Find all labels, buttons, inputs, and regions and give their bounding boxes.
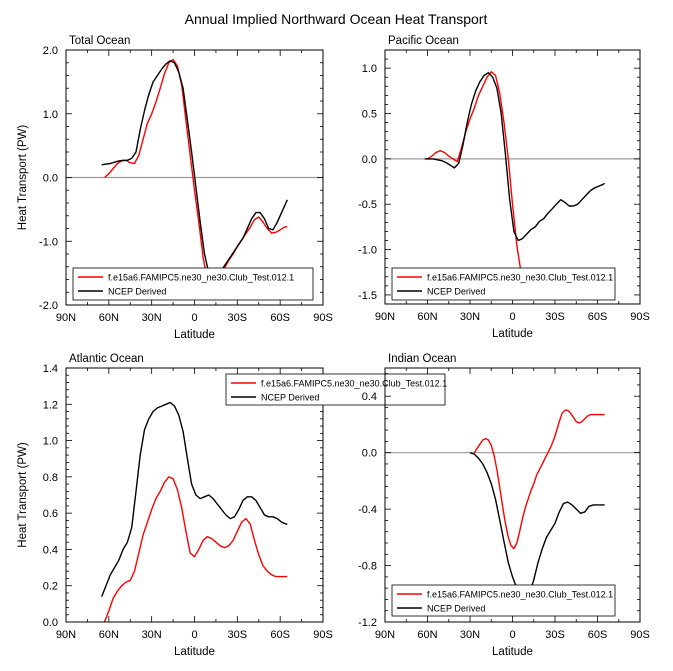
panel-top-right: 90N 60N 30N 0 30S 60S 90S -1.5 -1.0 -0.5 0.0 0.5 1.0… xyxy=(358,35,650,340)
y-tick-label: -2.0 xyxy=(39,300,58,312)
y-tick-label: 0.4 xyxy=(43,544,58,556)
panel-subtitle: Indian Ocean xyxy=(388,353,456,365)
y-tick-label: -1.0 xyxy=(39,236,58,248)
x-tick-label: 30N xyxy=(460,629,480,641)
y-tick-label: -1.5 xyxy=(358,290,377,302)
x-tick-label: 90S xyxy=(313,312,333,324)
x-tick-label: 60S xyxy=(588,629,608,641)
y-tick-label: 0.4 xyxy=(362,391,377,403)
y-tick-label: 0.6 xyxy=(43,508,58,520)
y-tick-label: 1.2 xyxy=(43,399,58,411)
ncep-series-line xyxy=(469,452,605,601)
x-tick-label: 60N xyxy=(99,629,119,641)
x-tick-label: 0 xyxy=(509,311,515,323)
panel-bottom-right: 90N 60N 30N 0 30S 60S 90S -1.2 -0.8 -0.4 0.0 0.4 Ind… xyxy=(358,353,650,658)
panel-subtitle: Total Ocean xyxy=(69,35,130,47)
x-tick-label: 90N xyxy=(375,311,395,323)
x-tick-label: 30S xyxy=(545,629,565,641)
x-tick-label: 0 xyxy=(191,312,197,324)
ncep-series-line xyxy=(101,60,288,281)
y-tick-label: 0.0 xyxy=(362,154,377,166)
y-tick-label: -1.2 xyxy=(358,617,377,629)
panel-bottom-left: 90N 60N 30N 0 30S 60S 90S 0.0 0.2 0.4 0.6 0.8 1.0 1.2… xyxy=(17,353,447,658)
plot-frame xyxy=(384,367,641,623)
legend-entry-label: NCEP Derived xyxy=(108,287,166,297)
model-series-line xyxy=(427,71,605,298)
x-axis-label: Latitude xyxy=(492,646,533,658)
x-tick-label: 90S xyxy=(630,311,650,323)
legend-box xyxy=(72,267,314,301)
legend-box xyxy=(225,373,446,406)
x-tick-label: 90N xyxy=(56,312,76,324)
y-tick-label: -0.5 xyxy=(358,199,377,211)
model-series-line xyxy=(104,58,288,288)
y-tick-label: 1.4 xyxy=(43,363,58,375)
legend: f.e15a6.FAMIPC5.ne30_ne30.Club_Test.012.… xyxy=(391,584,616,617)
y-tick-label: 0.0 xyxy=(43,617,58,629)
x-tick-label: 60S xyxy=(588,311,608,323)
y-axis-label: Heat Transport (PW) xyxy=(17,442,29,548)
y-tick-label: -1.0 xyxy=(358,245,377,257)
y-tick-label: 2.0 xyxy=(43,45,58,57)
plot-frame xyxy=(65,367,324,623)
panel-top-left: 90N 60N 30N 0 30S 60S 90S -2.0 -1.0 0.0 1.0 2.0 Tota… xyxy=(17,35,333,341)
x-axis-label: Latitude xyxy=(174,329,215,341)
y-tick-label: 0.0 xyxy=(362,448,377,460)
y-tick-label: -0.4 xyxy=(358,504,377,516)
y-axis-label: Heat Transport (PW) xyxy=(17,125,29,231)
y-tick-label: 1.0 xyxy=(362,63,377,75)
legend-box xyxy=(391,267,616,301)
x-tick-label: 90S xyxy=(630,629,650,641)
x-tick-label: 30S xyxy=(228,312,248,324)
y-tick-label: 0.2 xyxy=(43,581,58,593)
x-tick-label: 30N xyxy=(460,311,480,323)
x-axis-label: Latitude xyxy=(492,328,533,340)
y-tick-label: -0.8 xyxy=(358,561,377,573)
x-tick-label: 30S xyxy=(228,629,248,641)
figure-title: Annual Implied Northward Ocean Heat Tran… xyxy=(185,11,488,27)
model-series-line xyxy=(103,476,288,622)
x-tick-label: 60N xyxy=(417,311,437,323)
legend-entry-label: NCEP Derived xyxy=(427,604,485,614)
x-axis-label: Latitude xyxy=(174,646,215,658)
y-tick-label: 0.5 xyxy=(362,109,377,121)
legend-entry-label: f.e15a6.FAMIPC5.ne30_ne30.Club_Test.012.… xyxy=(108,273,294,283)
x-tick-label: 90N xyxy=(375,629,395,641)
ncep-series-line xyxy=(101,401,288,597)
x-tick-label: 30S xyxy=(545,311,565,323)
x-tick-label: 0 xyxy=(509,629,515,641)
panel-subtitle: Pacific Ocean xyxy=(388,35,459,47)
legend-entry-label: NCEP Derived xyxy=(427,287,485,297)
legend-entry-label: f.e15a6.FAMIPC5.ne30_ne30.Club_Test.012.… xyxy=(427,590,613,600)
legend: f.e15a6.FAMIPC5.ne30_ne30.Club_Test.012.… xyxy=(225,373,447,406)
plot-frame xyxy=(384,49,641,305)
legend-box xyxy=(391,584,616,617)
x-tick-label: 60N xyxy=(99,312,119,324)
legend: f.e15a6.FAMIPC5.ne30_ne30.Club_Test.012.… xyxy=(391,267,616,301)
ncep-series-line xyxy=(424,71,606,242)
x-tick-label: 90S xyxy=(313,629,333,641)
y-tick-label: 0.8 xyxy=(43,472,58,484)
panel-subtitle: Atlantic Ocean xyxy=(69,353,144,365)
legend: f.e15a6.FAMIPC5.ne30_ne30.Club_Test.012.… xyxy=(72,267,314,301)
legend-entry-label: f.e15a6.FAMIPC5.ne30_ne30.Club_Test.012.… xyxy=(261,379,447,389)
x-tick-label: 60N xyxy=(417,629,437,641)
y-tick-label: 1.0 xyxy=(43,109,58,121)
x-tick-label: 30N xyxy=(142,629,162,641)
x-tick-label: 60S xyxy=(270,312,290,324)
y-tick-label: 1.0 xyxy=(43,436,58,448)
x-tick-label: 60S xyxy=(270,629,290,641)
x-tick-label: 30N xyxy=(142,312,162,324)
model-series-line xyxy=(473,409,605,550)
legend-entry-label: NCEP Derived xyxy=(261,393,319,403)
x-tick-label: 0 xyxy=(191,629,197,641)
legend-entry-label: f.e15a6.FAMIPC5.ne30_ne30.Club_Test.012.… xyxy=(427,273,613,283)
x-tick-label: 90N xyxy=(56,629,76,641)
y-tick-label: 0.0 xyxy=(43,173,58,185)
